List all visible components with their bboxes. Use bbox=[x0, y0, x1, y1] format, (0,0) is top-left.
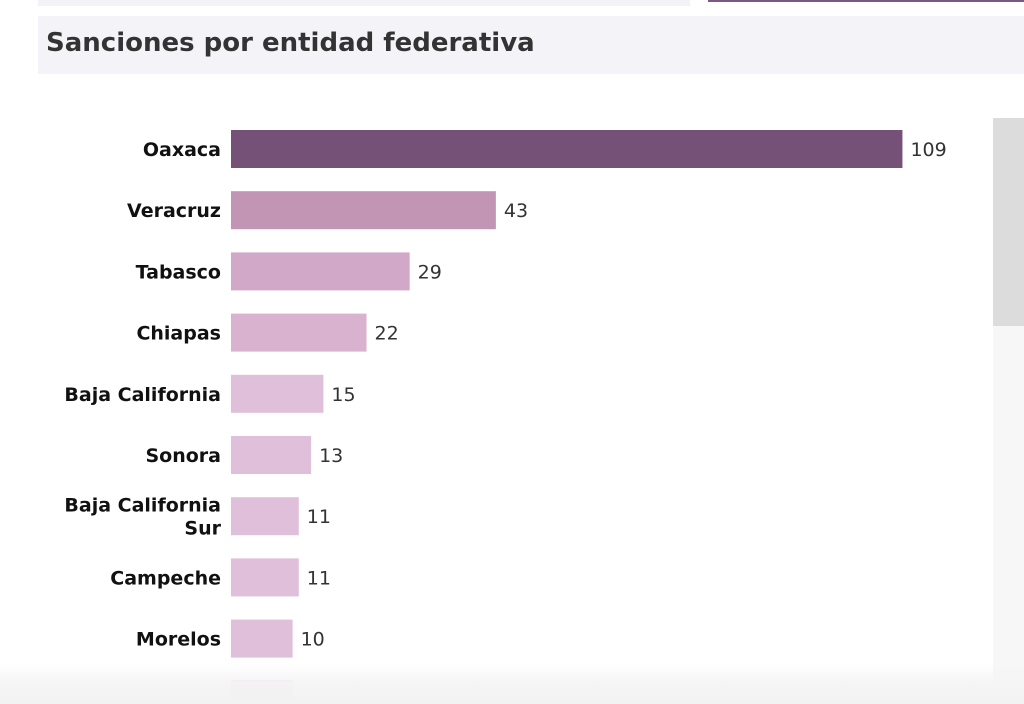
scrollbar-thumb[interactable] bbox=[993, 118, 1024, 326]
page-title: Sanciones por entidad federativa bbox=[46, 28, 535, 58]
bar-tabasco[interactable] bbox=[231, 252, 410, 291]
value-label: 43 bbox=[504, 200, 528, 222]
bar-campeche[interactable] bbox=[231, 558, 299, 597]
bar-chart: 109 Oaxaca 43 Veracruz 29 Tabasco 22 Chiapas 15 B… bbox=[64, 130, 970, 704]
bar-baja-california-sur[interactable] bbox=[231, 497, 299, 536]
value-label: 29 bbox=[418, 261, 442, 283]
category-label: Sonora bbox=[145, 445, 221, 467]
bar-baja-california[interactable] bbox=[231, 374, 324, 413]
value-label: 15 bbox=[331, 384, 355, 406]
value-label: 11 bbox=[307, 506, 331, 528]
value-label: 109 bbox=[910, 139, 946, 161]
category-label: Baja California bbox=[64, 495, 221, 517]
value-label: 10 bbox=[301, 629, 325, 651]
title-bar: Sanciones por entidad federativa bbox=[38, 16, 1024, 74]
category-label: Morelos bbox=[136, 629, 221, 651]
value-label: 11 bbox=[307, 567, 331, 589]
bar-morelos[interactable] bbox=[231, 619, 293, 658]
category-label: Veracruz bbox=[127, 200, 221, 222]
category-label: Campeche bbox=[110, 567, 221, 589]
top-tab-strip bbox=[38, 0, 690, 6]
value-label: 22 bbox=[375, 323, 399, 345]
bottom-fade-overlay bbox=[0, 664, 1024, 704]
value-label: 13 bbox=[319, 445, 343, 467]
category-label: Oaxaca bbox=[143, 139, 221, 161]
bar-veracruz[interactable] bbox=[231, 191, 496, 230]
bar-chiapas[interactable] bbox=[231, 313, 367, 352]
category-label: Chiapas bbox=[136, 323, 221, 345]
bar-oaxaca[interactable] bbox=[231, 130, 903, 168]
active-tab-indicator bbox=[708, 0, 1024, 2]
category-label: Tabasco bbox=[136, 261, 221, 283]
bar-sonora[interactable] bbox=[231, 436, 312, 474]
category-label: Sur bbox=[184, 518, 221, 540]
category-label: Baja California bbox=[64, 384, 221, 406]
